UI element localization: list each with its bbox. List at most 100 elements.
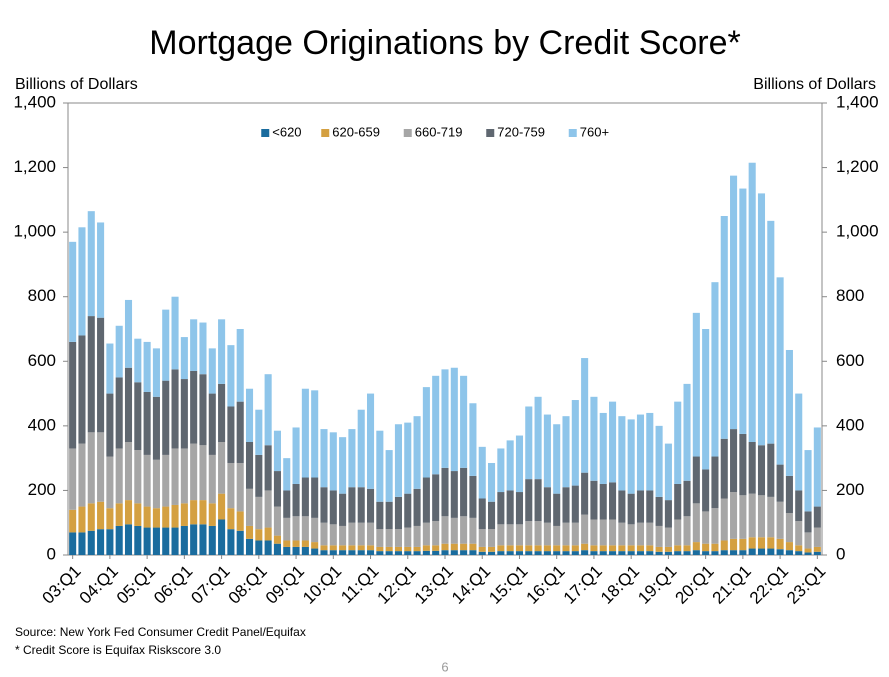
- bar-segment: [720, 540, 728, 551]
- x-tick-label: 22:Q1: [746, 562, 792, 608]
- bar-segment: [730, 538, 738, 551]
- bar-segment: [218, 383, 226, 442]
- bar-segment: [311, 517, 319, 543]
- bar-segment: [143, 391, 151, 455]
- bar-segment: [757, 495, 766, 538]
- bar-segment: [366, 550, 375, 555]
- bar-segment: [143, 527, 151, 555]
- bar-segment: [69, 341, 77, 449]
- bar-segment: [339, 545, 347, 551]
- bar-segment: [711, 456, 719, 509]
- bar-segment: [730, 175, 738, 430]
- y-tick-label: 0: [47, 544, 56, 563]
- legend-swatch: [568, 129, 577, 137]
- page-number: 6: [441, 659, 448, 674]
- bar-segment: [488, 546, 496, 552]
- bar-segment: [711, 508, 719, 544]
- bar-segment: [97, 222, 105, 318]
- bar-segment: [655, 525, 663, 547]
- bar-segment: [497, 524, 505, 546]
- bar-segment: [730, 429, 738, 493]
- bar-segment: [581, 514, 589, 544]
- bar-segment: [469, 543, 477, 551]
- bar-segment: [450, 471, 458, 518]
- bar-segment: [581, 358, 589, 473]
- legend-label: 720-759: [497, 124, 545, 139]
- bar-segment: [674, 519, 682, 546]
- bar-segment: [422, 387, 430, 478]
- bar-segment: [515, 551, 524, 555]
- bar-segment: [236, 530, 244, 555]
- bar-segment: [143, 506, 151, 528]
- bar-segment: [124, 442, 133, 501]
- bar-segment: [795, 521, 803, 546]
- bar-segment: [180, 525, 188, 555]
- bar-segment: [543, 487, 551, 523]
- bar-segment: [497, 545, 505, 552]
- bar-segment: [366, 488, 375, 523]
- x-tick-label: 14:Q1: [448, 562, 494, 608]
- y-tick-label: 600: [28, 351, 56, 370]
- bar-segment: [394, 529, 402, 547]
- bar-segment: [78, 532, 86, 555]
- bar-segment: [283, 458, 291, 491]
- bar-segment: [683, 545, 691, 552]
- bar-segment: [87, 503, 95, 531]
- bar-segment: [702, 511, 710, 544]
- bar-segment: [413, 416, 421, 489]
- bar-segment: [534, 551, 542, 555]
- bar-segment: [311, 477, 319, 518]
- bar-segment: [152, 459, 160, 509]
- bar-segment: [301, 388, 309, 478]
- bar-segment: [87, 432, 95, 504]
- bar-segment: [655, 425, 663, 497]
- bar-segment: [692, 503, 700, 543]
- bar-segment: [329, 432, 337, 491]
- bar-segment: [97, 317, 105, 433]
- bar-segment: [748, 537, 756, 549]
- bar-segment: [664, 443, 672, 501]
- bar-segment: [795, 551, 803, 555]
- bar-segment: [208, 348, 216, 394]
- bar-segment: [245, 488, 254, 526]
- bar-segment: [348, 545, 356, 551]
- bar-segment: [422, 545, 430, 551]
- bar-segment: [702, 329, 710, 470]
- bar-segment: [702, 551, 710, 555]
- bar-segment: [478, 529, 486, 547]
- bar-segment: [320, 487, 328, 523]
- bar-segment: [627, 419, 635, 494]
- bar-segment: [720, 498, 728, 541]
- bar-segment: [78, 443, 86, 507]
- bar-segment: [404, 493, 412, 528]
- bar-segment: [199, 374, 207, 446]
- legend-swatch: [261, 129, 270, 137]
- bar-segment: [618, 545, 626, 552]
- bar-segment: [339, 550, 347, 555]
- bar-segment: [97, 501, 105, 530]
- bar-segment: [562, 416, 570, 488]
- bar-segment: [525, 521, 533, 546]
- bar-segment: [394, 546, 402, 552]
- bar-segment: [441, 516, 449, 544]
- bar-segment: [115, 377, 123, 449]
- bar-segment: [646, 490, 654, 523]
- bar-segment: [404, 551, 412, 555]
- bar-segment: [97, 529, 105, 555]
- bar-segment: [115, 448, 123, 504]
- bar-segment: [106, 393, 114, 457]
- bar-segment: [180, 448, 188, 504]
- y-tick-label: 1,000: [13, 222, 56, 241]
- bar-segment: [674, 401, 682, 484]
- bar-segment: [692, 456, 700, 504]
- bar-segment: [134, 450, 142, 504]
- bar-segment: [469, 517, 477, 544]
- bar-segment: [730, 492, 738, 539]
- bar-segment: [515, 524, 524, 546]
- bar-segment: [376, 551, 384, 555]
- bar-segment: [255, 496, 263, 530]
- bar-segment: [627, 493, 635, 525]
- bar-segment: [385, 546, 393, 552]
- bar-segment: [320, 429, 328, 488]
- bar-segment: [627, 545, 635, 552]
